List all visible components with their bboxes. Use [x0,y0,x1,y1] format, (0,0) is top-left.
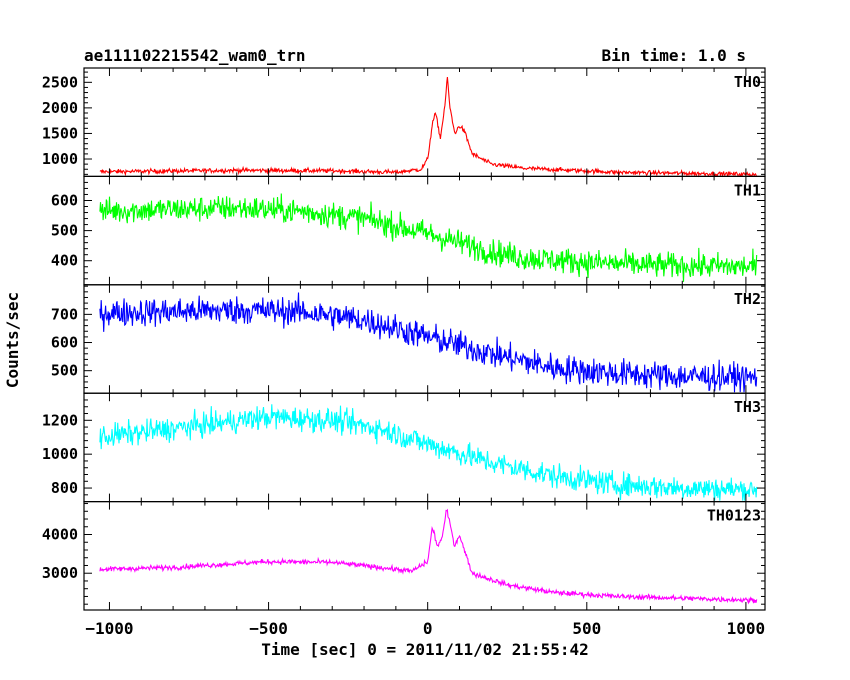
panel-th1: 400 500 600 TH1 [51,175,766,286]
y-tick-label: 4000 [42,526,78,544]
y-tick-label: 1000 [42,150,78,168]
series-line-th2 [99,292,758,393]
panels-group: 1000 1500 2000 2500 TH0 400 500 600 TH1 500 600 700… [42,67,766,611]
panel-label-th1: TH1 [734,181,761,199]
y-tick-label: 700 [51,305,78,323]
x-tick-label: −500 [249,619,288,638]
series-line-th1 [99,193,758,282]
x-tick-label: 500 [572,619,601,638]
y-tick-label: 1500 [42,124,78,142]
y-axis-label: Counts/sec [3,292,22,388]
x-tick-label: 0 [423,619,433,638]
y-tick-label: 500 [51,362,78,380]
object-name: ae111102215542_wam0_trn [84,46,306,65]
panel-th0123: 3000 4000 TH0123 [42,501,766,611]
y-tick-label: 2000 [42,99,78,117]
panel-th3: 800 1000 1200 TH3 [42,392,766,503]
y-tick-label: 600 [51,191,78,209]
panel-frame [83,501,766,611]
y-tick-label: 1200 [42,411,78,429]
y-tick-label: 2500 [42,73,78,91]
panel-th0: 1000 1500 2000 2500 TH0 [42,67,766,178]
series-line-th0123 [99,508,758,605]
panel-label-th0123: TH0123 [707,507,761,525]
y-tick-label: 3000 [42,564,78,582]
panel-th2: 500 600 700 TH2 [51,284,766,394]
y-tick-label: 400 [51,252,78,270]
series-line-th0 [99,77,757,178]
y-tick-label: 600 [51,334,78,352]
x-tick-label: −1000 [85,619,133,638]
y-tick-label: 500 [51,222,78,240]
panel-label-th2: TH2 [734,290,761,308]
x-axis-label: Time [sec] 0 = 2011/11/02 21:55:42 [261,640,589,659]
series-line-th3 [99,404,758,501]
panel-label-th3: TH3 [734,398,761,416]
x-tick-labels: −1000 −500 0 500 1000 [85,619,765,638]
y-tick-label: 1000 [42,445,78,463]
y-tick-label: 800 [51,479,78,497]
x-tick-label: 1000 [727,619,766,638]
panel-frame [83,67,766,178]
panel-label-th0: TH0 [734,73,761,91]
bin-time: Bin time: 1.0 s [602,46,747,65]
